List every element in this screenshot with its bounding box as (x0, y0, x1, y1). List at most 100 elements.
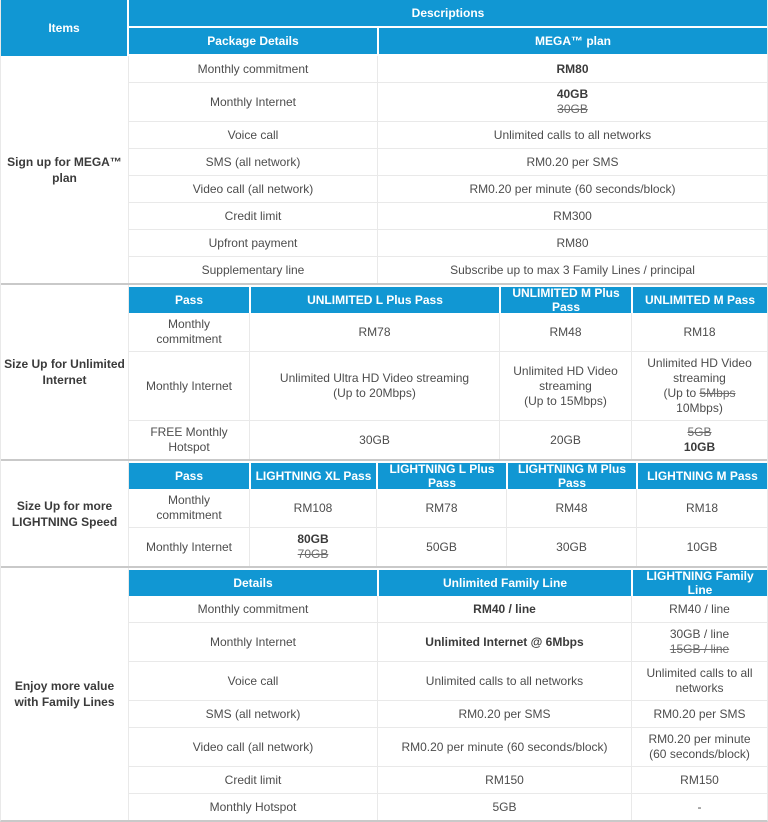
cell-line: 70GB (298, 547, 329, 562)
descriptions-header-group: Descriptions Package Details MEGA™ plan (129, 0, 767, 56)
cell-value: RM0.20 per SMS (377, 149, 767, 175)
cell-text: Monthly Internet (145, 539, 233, 554)
cell-value: RM48 (506, 489, 636, 527)
column-header: LIGHTNING Family Line (631, 569, 767, 597)
items-header-cell: Items (1, 0, 129, 56)
cell-line: Credit limit (225, 209, 282, 224)
cell-text: Voice call (227, 127, 279, 142)
cell-value: RM18 (636, 489, 767, 527)
cell-line: 30GB (556, 540, 587, 555)
cell-line: RM40 / line (669, 602, 730, 617)
cell-text: Subscribe up to max 3 Family Lines / pri… (450, 262, 695, 277)
cell-text: - (697, 799, 702, 814)
cell-line: (Up to 20Mbps) (333, 386, 416, 401)
cell-text: Unlimited Internet @ 6Mbps (425, 634, 584, 649)
cell-value: RM0.20 per minute (60 seconds/block) (377, 728, 631, 766)
cell-value: RM80 (377, 230, 767, 256)
cell-text: RM0.20 per SMS (526, 154, 619, 169)
cell-text: RM80 (556, 235, 589, 250)
cell-text: Unlimited calls to all networks (646, 666, 753, 695)
package-header-row: Package Details MEGA™ plan (129, 28, 767, 56)
section-label: Size Up for Unlimited Internet (1, 285, 129, 459)
cell-text: (Up to 15Mbps) (524, 393, 607, 408)
row-label: Credit limit (129, 767, 377, 793)
cell-text: RM0.20 per minute (60 seconds/block) (401, 739, 608, 754)
cell-text: SMS (all network) (205, 154, 301, 169)
cell-value: RM40 / line (631, 596, 767, 622)
cell-value: Unlimited calls to all networks (377, 662, 631, 700)
cell-value: Unlimited HD Video streaming (Up to 5Mbps … (631, 352, 767, 420)
cell-line: RM108 (294, 501, 333, 516)
cell-line: Unlimited HD Video (513, 364, 618, 379)
cell-value: RM150 (631, 767, 767, 793)
cell-text: Supplementary line (201, 262, 305, 277)
row-label: Monthly Hotspot (129, 794, 377, 820)
cell-text: RM150 (680, 772, 719, 787)
cell-text: RM80 (556, 61, 589, 76)
cell-line: - (698, 800, 702, 815)
cell-text: Upfront payment (208, 235, 298, 250)
table-row: Monthly Internet 80GB 70GB 50GB 30GB 10GB (129, 527, 767, 566)
mega-plan-header-cell: MEGA™ plan (377, 28, 767, 54)
cell-value: RM48 (499, 313, 631, 351)
cell-line: Video call (all network) (193, 182, 314, 197)
cell-text: Video call (all network) (192, 181, 314, 196)
cell-text: Unlimited calls to all networks (493, 127, 652, 142)
cell-value: RM108 (249, 489, 376, 527)
section-content: Pass LIGHTNING XL Pass LIGHTNING L Plus Pa… (129, 461, 767, 566)
cell-text: 15GB / line (669, 642, 730, 656)
cell-line: RM0.20 per minute (60 seconds/block) (640, 732, 759, 762)
cell-value: 40GB 30GB (377, 83, 767, 121)
cell-text: Voice call (227, 673, 279, 688)
cell-text: 50GB (426, 539, 457, 554)
cell-text: Monthly commitment (197, 601, 309, 616)
cell-text: 10GB (686, 539, 718, 554)
cell-text: RM18 (683, 324, 716, 339)
cell-line: Monthly commitment (137, 493, 241, 523)
cell-line: streaming (539, 379, 592, 394)
section-size-up-lightning-speed: Size Up for more LIGHTNING Speed Pass LIG… (1, 459, 767, 566)
cell-value: 10GB (636, 528, 767, 566)
cell-line: Monthly commitment (137, 317, 241, 347)
row-label: SMS (all network) (129, 701, 377, 727)
table-row: Monthly Hotspot 5GB - (129, 793, 767, 820)
cell-line: RM78 (358, 325, 390, 340)
cell-value: Unlimited Ultra HD Video streaming (Up to… (249, 352, 499, 420)
cell-line: RM0.20 per SMS (653, 707, 745, 722)
column-header: Pass (129, 287, 249, 313)
cell-line: RM150 (680, 773, 719, 788)
cell-line: RM18 (686, 501, 718, 516)
cell-line: Monthly Internet (146, 540, 232, 555)
column-header: UNLIMITED M Plus Pass (499, 286, 631, 314)
row-label: Monthly commitment (129, 313, 249, 351)
table-row: SMS (all network) RM0.20 per SMS RM0.20 pe… (129, 700, 767, 727)
row-label: Monthly commitment (129, 489, 249, 527)
column-header: LIGHTNING M Plus Pass (506, 462, 636, 490)
table-row: Credit limit RM300 (129, 202, 767, 229)
cell-text: Unlimited HD Video (513, 363, 618, 378)
cell-text: RM0.20 per minute (60 seconds/block) (648, 732, 751, 761)
section-size-up-unlimited-internet: Size Up for Unlimited Internet Pass UNLIM… (1, 283, 767, 459)
cell-value: Unlimited Internet @ 6Mbps (377, 623, 631, 661)
package-details-header-cell: Package Details (129, 28, 377, 54)
column-header: UNLIMITED L Plus Pass (249, 287, 499, 313)
cell-value: 30GB (506, 528, 636, 566)
table-row: Monthly Internet Unlimited Internet @ 6Mb… (129, 622, 767, 661)
cell-value: 30GB / line 15GB / line (631, 623, 767, 661)
cell-value: 5GB 10GB (631, 421, 767, 459)
table-row: Upfront payment RM80 (129, 229, 767, 256)
table-row: Voice call Unlimited calls to all network… (129, 661, 767, 700)
cell-line: 50GB (426, 540, 457, 555)
row-label: Credit limit (129, 203, 377, 229)
cell-text: streaming (673, 371, 726, 385)
cell-text: RM108 (293, 500, 333, 515)
cell-text: RM48 (555, 500, 588, 515)
cell-line: Unlimited Internet @ 6Mbps (425, 635, 583, 650)
cell-value: RM300 (377, 203, 767, 229)
cell-text: 30GB (556, 539, 587, 554)
cell-value: 30GB (249, 421, 499, 459)
cell-text: 30GB (359, 432, 390, 447)
cell-line: RM150 (485, 773, 524, 788)
cell-line: Monthly Internet (146, 379, 232, 394)
